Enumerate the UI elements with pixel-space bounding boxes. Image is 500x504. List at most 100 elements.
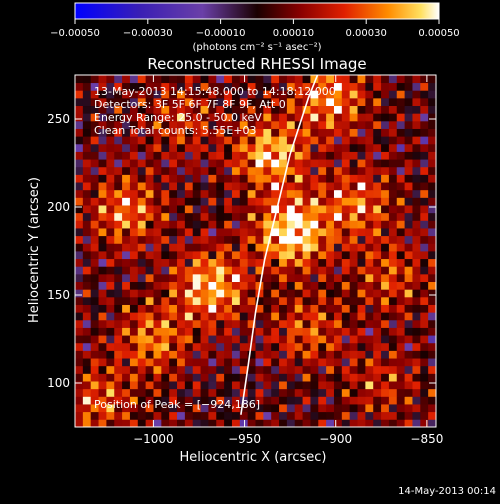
heatmap-cell <box>177 143 186 152</box>
heatmap-cell <box>153 350 162 359</box>
heatmap-cell <box>255 128 264 137</box>
heatmap-cell <box>428 113 436 122</box>
heatmap-cell <box>247 120 256 129</box>
heatmap-cell <box>169 312 178 321</box>
heatmap-cell <box>302 258 311 267</box>
heatmap-cell <box>129 120 139 129</box>
heatmap-cell <box>98 381 107 390</box>
heatmap-cell <box>208 342 217 351</box>
heatmap-cell <box>239 235 249 244</box>
heatmap-cell <box>106 90 115 99</box>
heatmap-cell <box>255 273 264 283</box>
heatmap-cell <box>357 289 366 298</box>
heatmap-cell <box>177 296 186 305</box>
heatmap-cell <box>341 143 351 152</box>
heatmap-cell <box>302 189 311 198</box>
heatmap-cell <box>200 304 209 313</box>
heatmap-cell <box>114 189 123 198</box>
heatmap-cell <box>82 258 92 267</box>
heatmap-cell <box>216 90 225 99</box>
heatmap-cell <box>404 136 413 145</box>
heatmap-cell <box>114 166 123 175</box>
heatmap-cell <box>286 197 296 206</box>
heatmap-cell <box>208 296 217 305</box>
heatmap-cell <box>75 304 84 313</box>
heatmap-cell <box>161 143 170 152</box>
heatmap-cell <box>326 335 335 344</box>
heatmap-cell <box>255 82 264 91</box>
heatmap-cell <box>396 327 406 336</box>
heatmap-cell <box>428 82 436 91</box>
heatmap-cell <box>137 97 147 107</box>
heatmap-cell <box>90 388 99 397</box>
heatmap-cell <box>98 128 107 137</box>
heatmap-cell <box>255 312 264 321</box>
heatmap-cell <box>318 365 327 374</box>
heatmap-cell <box>208 220 217 229</box>
heatmap-cell <box>208 143 217 152</box>
heatmap-cell <box>114 296 123 305</box>
heatmap-cell <box>200 411 209 420</box>
heatmap-cell <box>90 281 99 290</box>
heatmap-cell <box>326 373 335 382</box>
heatmap-cell <box>318 166 327 175</box>
heatmap-cell <box>114 220 123 229</box>
heatmap-cell <box>75 319 84 328</box>
heatmap-cell <box>365 235 374 244</box>
heatmap-cell <box>388 251 398 260</box>
heatmap-cell <box>200 258 209 267</box>
heatmap-cell <box>404 105 413 114</box>
heatmap-cell <box>184 327 194 336</box>
heatmap-cell <box>192 82 201 91</box>
heatmap-cell <box>153 396 162 405</box>
heatmap-cell <box>255 143 264 152</box>
heatmap-cell <box>184 342 194 351</box>
heatmap-cell <box>255 335 264 344</box>
heatmap-cell <box>137 281 147 290</box>
heatmap-cell <box>279 404 288 413</box>
heatmap-cell <box>98 373 107 382</box>
heatmap-cell <box>129 90 139 99</box>
heatmap-cell <box>231 388 241 397</box>
heatmap-cell <box>420 212 429 221</box>
heatmap-cell <box>333 243 343 252</box>
heatmap-cell <box>216 258 225 267</box>
heatmap-cell <box>271 419 280 427</box>
heatmap-cell <box>145 151 154 160</box>
heatmap-cell <box>216 273 225 283</box>
heatmap-cell <box>239 174 249 183</box>
heatmap-cell <box>349 373 358 382</box>
heatmap-cell <box>216 296 225 305</box>
heatmap-cell <box>153 319 162 328</box>
heatmap-cell <box>216 220 225 229</box>
heatmap-cell <box>326 266 335 275</box>
heatmap-cell <box>224 243 233 252</box>
heatmap-cell <box>224 228 233 237</box>
heatmap-cell <box>279 97 288 107</box>
heatmap-cell <box>349 243 358 252</box>
heatmap-cell <box>381 166 390 175</box>
heatmap-cell <box>216 82 225 91</box>
heatmap-cell <box>231 365 241 374</box>
heatmap-cell <box>98 197 107 206</box>
heatmap-cell <box>349 327 358 336</box>
heatmap-cell <box>286 120 296 129</box>
heatmap-cell <box>255 396 264 405</box>
heatmap-cell <box>310 128 319 137</box>
chart-title: Reconstructed RHESSI Image <box>147 55 366 73</box>
heatmap-cell <box>271 342 280 351</box>
heatmap-cell <box>106 197 115 206</box>
heatmap-cell <box>326 212 335 221</box>
colorbar-tick-label: 0.00050 <box>418 28 459 39</box>
heatmap-cell <box>247 289 256 298</box>
heatmap-cell <box>404 166 413 175</box>
heatmap-cell <box>106 113 115 122</box>
heatmap-cell <box>90 151 99 160</box>
heatmap-cell <box>333 266 343 275</box>
heatmap-cell <box>137 342 147 351</box>
heatmap-cell <box>310 335 319 344</box>
annotation-clean: Clean Total counts: 5.55E+03 <box>94 124 257 137</box>
heatmap-cell <box>302 82 311 91</box>
heatmap-cell <box>310 342 319 351</box>
heatmap-cell <box>263 120 272 129</box>
